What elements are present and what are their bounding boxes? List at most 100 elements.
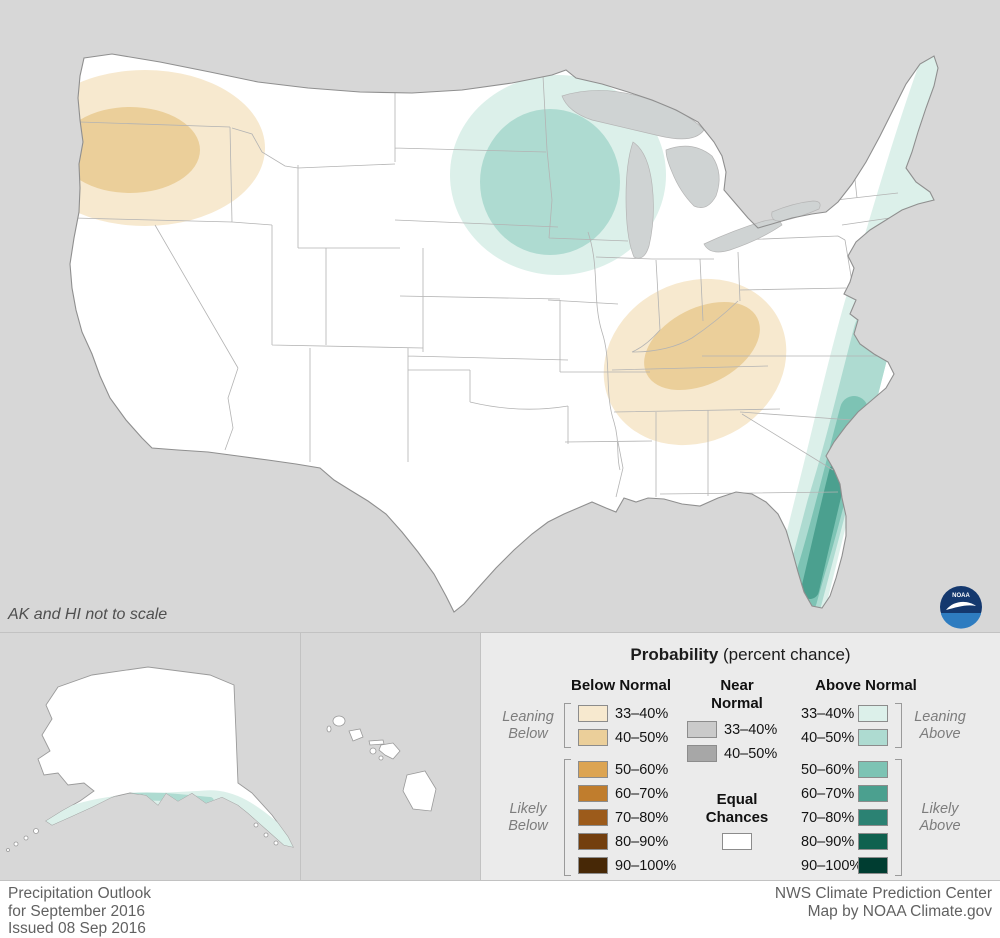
island-oahu [348,728,364,742]
legend-row-label: 90–100% [615,857,677,874]
legend-swatch-below-50-60 [578,761,608,778]
legend-swatch-below-70-80 [578,809,608,826]
great-lakes [561,90,821,259]
divider-hi-legend [480,632,481,881]
equal-chances-swatch [722,833,752,850]
below-normal-header: Below Normal [570,677,672,694]
legend-row: 80–90% [578,833,676,850]
noaa-logo-sea [941,613,981,629]
footer-title-line: Precipitation Outlook [8,885,152,902]
legend-row: 80–90% [801,833,888,850]
legend-row-label: 70–80% [801,809,855,826]
legend-row: 50–60% [578,761,676,778]
legend-row-label: 80–90% [615,833,669,850]
equal-chances-label: Equal Chances [705,791,769,826]
likely-below-label: Likely Below [508,800,548,834]
conus-map: AK and HI not to scale NOAA [0,0,1000,632]
legend-row-label: 60–70% [615,785,669,802]
noaa-bird-icon [946,601,976,610]
legend-row: 40–50% [801,729,888,746]
legend-swatch-below-33-40 [578,705,608,722]
conus-map-svg [69,53,939,613]
scale-note: AK and HI not to scale [8,606,168,623]
legend-row-label: 33–40% [615,705,669,722]
noaa-logo: NOAA [940,586,982,629]
legend-row: 60–70% [801,785,888,802]
legend-row-label: 40–50% [724,745,778,762]
legend-row-label: 40–50% [801,729,855,746]
likely-above-label: Likely Above [919,800,961,834]
legend-swatch-above-80-90 [858,833,888,850]
lake-ontario [771,200,821,222]
legend-row-label: 50–60% [615,761,669,778]
island-kauai [332,715,346,727]
legend-swatch-near-40-50 [687,745,717,762]
legend-row-label: 33–40% [801,705,855,722]
legend-row: 40–50% [687,745,777,762]
legend-row: 33–40% [578,705,668,722]
island-lanai [369,747,377,755]
footer-credit-nws: NWS Climate Prediction Center [774,885,992,902]
leaning-above-group: 33–40% 40–50% Leaning Above [801,703,971,748]
island-maui [378,742,401,760]
leaning-below-bracket [564,703,571,748]
footer-issued-line: Issued 08 Sep 2016 [8,920,146,937]
hawaii-map-svg [301,633,480,880]
likely-above-group: 50–60% 60–70% 70–80% 80–90% 90–100% Like… [801,759,971,876]
legend-swatch-above-33-40 [858,705,888,722]
legend-row: 40–50% [578,729,668,746]
legend-title: Probability (percent chance) [481,645,1000,665]
legend-swatch-below-60-70 [578,785,608,802]
leaning-below-group: Leaning Below 33–40% 40–50% [499,703,668,748]
lake-superior [561,90,705,140]
legend-row: 50–60% [801,761,888,778]
divider-ak-hi [300,632,301,881]
divider-map-insets [0,632,1000,633]
legend-row-label: 90–100% [801,857,863,874]
above-normal-header: Above Normal [815,677,917,694]
legend-swatch-near-33-40 [687,721,717,738]
legend-title-rest: (percent chance) [718,645,851,664]
legend-row: 70–80% [578,809,676,826]
region-eastcoast-band-60-70 [801,463,847,599]
state-borders [73,75,899,498]
legend-panel: Probability (percent chance) Below Norma… [481,633,1000,880]
legend-row-label: 40–50% [615,729,669,746]
hawaii-inset [301,633,480,880]
lake-huron [665,145,720,208]
lake-erie [703,219,783,253]
leaning-above-bracket [895,703,902,748]
noaa-logo-text: NOAA [952,593,970,599]
island-kahoolawe [378,755,384,761]
legend-swatch-above-90-100 [858,857,888,874]
aleutian-islands [6,822,279,852]
island-molokai [368,739,385,746]
legend-row: 33–40% [801,705,888,722]
island-niihau [326,725,332,733]
hawaii-islands [326,715,437,812]
legend-row-label: 50–60% [801,761,855,778]
legend-swatch-below-40-50 [578,729,608,746]
leaning-above-label: Leaning Above [914,708,966,742]
legend-row: 90–100% [578,857,676,874]
footer-right: NWS Climate Prediction Center Map by NOA… [775,885,992,920]
footer-left: Precipitation Outlook for September 2016… [8,885,151,938]
likely-above-bracket [895,759,902,876]
likely-below-group: Likely Below 50–60% 60–70% 70–80% 80–90%… [499,759,676,876]
legend-swatch-above-70-80 [858,809,888,826]
footer: Precipitation Outlook for September 2016… [0,881,1000,938]
footer-month-line: for September 2016 [8,902,146,920]
near-normal-header: Near Normal [711,677,763,712]
divider-insets-footer [0,880,1000,881]
legend-row: 60–70% [578,785,676,802]
legend-row-label: 70–80% [615,809,669,826]
alaska-inset [0,633,300,880]
footer-credit-noaa: Map by NOAA Climate.gov [807,902,992,920]
lake-michigan [625,141,654,259]
legend-row: 90–100% [801,857,888,874]
near-normal-group: 33–40% 40–50% [687,721,777,762]
region-tnvalley-below-inner [644,301,760,391]
legend-row-label: 33–40% [724,721,778,738]
legend-swatch-above-50-60 [858,761,888,778]
